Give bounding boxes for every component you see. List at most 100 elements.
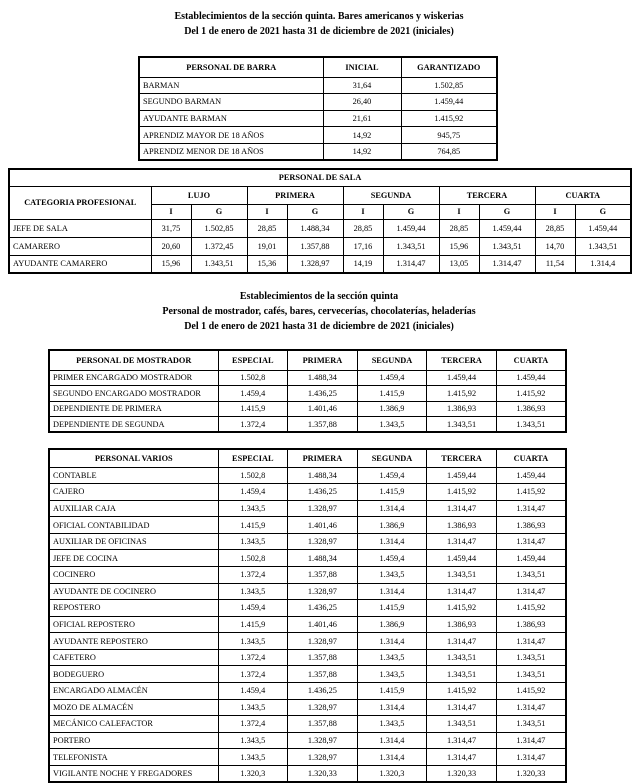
cell: 1.436,25 (287, 682, 358, 700)
cell: 1.320,33 (495, 764, 567, 783)
cell: 1.386,93 (495, 400, 567, 417)
row-label: BARMAN (138, 76, 324, 95)
cell: 1.436,25 (287, 599, 358, 617)
cell: 1.415,92 (400, 109, 498, 128)
cell: 1.459,44 (400, 93, 498, 111)
column-header-personal-varios: PERSONAL VARIOS (48, 448, 219, 468)
table-row: AUXILIAR CAJA 1.343,5 1.328,97 1.314,4 1.314… (48, 499, 567, 518)
subheader-g: G (286, 203, 344, 220)
cell: 1.314,4 (356, 582, 428, 601)
cell: 1.386,93 (426, 516, 497, 534)
row-label: JEFE DE COCINA (48, 549, 219, 567)
cell: 1.459,4 (217, 682, 289, 700)
row-label: CAMARERO (8, 236, 152, 256)
cell: 1.343,5 (356, 416, 428, 433)
cell: 1.488,34 (287, 549, 358, 567)
cell: 1.502,8 (217, 549, 289, 567)
table-header-row: PERSONAL DE MOSTRADOR ESPECIAL PRIMERA S… (48, 349, 567, 371)
cell: 1.314,4 (356, 748, 428, 766)
cell: 1.401,46 (287, 615, 358, 634)
table-row: CAMARERO 20,60 1.372,45 19,01 1.357,88 17,16 1… (8, 236, 632, 256)
cell: 1.357,88 (287, 416, 358, 433)
row-label: AUXILIAR DE OFICINAS (48, 532, 219, 551)
cell: 14,92 (322, 142, 402, 161)
cell: 1.314,47 (495, 731, 567, 750)
cell: 1.386,9 (356, 615, 428, 634)
subheader-g: G (478, 203, 536, 220)
cell: 1.343,51 (426, 565, 497, 584)
cell: 1.343,51 (495, 416, 567, 433)
row-label: AYUDANTE BARMAN (138, 109, 324, 128)
cell: 1.488,34 (287, 466, 358, 485)
column-header-personal-de-mostrador: PERSONAL DE MOSTRADOR (48, 349, 219, 371)
sala-table: PERSONAL DE SALA CATEGORIA PROFESIONAL L… (8, 168, 633, 274)
cell: 1.459,44 (574, 218, 632, 238)
mostrador-table: PERSONAL DE MOSTRADOR ESPECIAL PRIMERA S… (48, 349, 567, 433)
table-row: DEPENDIENTE DE SEGUNDA 1.372,4 1.357,88 1.3… (48, 416, 567, 433)
column-header-cuarta: CUARTA (495, 448, 567, 468)
table-row: AUXILIAR DE OFICINAS 1.343,5 1.328,97 1.314… (48, 532, 567, 551)
table-title-personal-de-sala: PERSONAL DE SALA (8, 168, 632, 187)
table-row: CONTABLE 1.502,8 1.488,34 1.459,4 1.459,44 1.… (48, 466, 567, 485)
column-header-tercera: TERCERA (426, 349, 497, 371)
table-row: COCINERO 1.372,4 1.357,88 1.343,5 1.343,51 1.… (48, 565, 567, 584)
subheader-i: I (438, 203, 480, 220)
cell: 1.343,5 (217, 532, 289, 551)
cell: 31,64 (322, 76, 402, 95)
subheader-g: G (574, 203, 632, 220)
row-label: PORTERO (48, 731, 219, 750)
cell: 28,85 (438, 218, 480, 238)
table-row: AYUDANTE CAMARERO 15,96 1.343,51 15,36 1.328… (8, 254, 632, 274)
cell: 1.436,25 (287, 385, 358, 402)
table-title-row: PERSONAL DE SALA (8, 168, 632, 187)
cell: 19,01 (246, 236, 288, 256)
section-title-2-line-3: Del 1 de enero de 2021 hasta 31 de dicie… (184, 321, 454, 332)
cell: 1.343,51 (426, 648, 497, 667)
group-header-primera: PRIMERA (246, 185, 344, 205)
cell: 15,96 (438, 236, 480, 256)
cell: 1.328,97 (287, 698, 358, 717)
cell: 1.436,25 (287, 483, 358, 501)
cell: 1.488,34 (286, 218, 344, 238)
cell: 1.459,44 (495, 369, 567, 386)
table-row: MECÁNICO CALEFACTOR 1.372,4 1.357,88 1.343,… (48, 715, 567, 733)
cell: 1.328,97 (287, 731, 358, 750)
cell: 1.343,51 (495, 648, 567, 667)
cell: 1.314,4 (356, 632, 428, 650)
row-label: OFICIAL CONTABILIDAD (48, 516, 219, 534)
cell: 1.314,47 (426, 532, 497, 551)
cell: 1.314,4 (574, 254, 632, 274)
column-header-inicial: INICIAL (322, 56, 402, 78)
cell: 1.372,4 (217, 715, 289, 733)
column-header-segunda: SEGUNDA (356, 448, 428, 468)
column-header-cuarta: CUARTA (495, 349, 567, 371)
section-title-2-line-1: Establecimientos de la sección quinta (239, 291, 399, 302)
cell: 1.459,4 (356, 549, 428, 567)
cell: 1.343,51 (574, 236, 632, 256)
table-row: AYUDANTE BARMAN 21,61 1.415,92 (138, 109, 498, 128)
section-title-1-line-1: Establecimientos de la sección quinta. B… (174, 11, 464, 22)
cell: 1.314,47 (495, 499, 567, 518)
cell: 1.459,4 (356, 466, 428, 485)
cell: 1.459,44 (495, 466, 567, 485)
cell: 1.314,47 (426, 698, 497, 717)
cell: 1.459,44 (426, 369, 497, 386)
cell: 1.415,9 (217, 400, 289, 417)
cell: 1.357,88 (287, 565, 358, 584)
cell: 1.343,5 (217, 748, 289, 766)
cell: 1.357,88 (287, 665, 358, 684)
cell: 28,85 (342, 218, 384, 238)
column-header-primera: PRIMERA (287, 448, 358, 468)
group-header-segunda: SEGUNDA (342, 185, 440, 205)
cell: 1.386,9 (356, 516, 428, 534)
cell: 1.314,47 (426, 499, 497, 518)
row-label: AYUDANTE DE COCINERO (48, 582, 219, 601)
table-row: DEPENDIENTE DE PRIMERA 1.415,9 1.401,46 1.3… (48, 400, 567, 417)
cell: 1.314,47 (495, 532, 567, 551)
cell: 1.386,9 (356, 400, 428, 417)
cell: 1.320,3 (356, 764, 428, 783)
cell: 28,85 (246, 218, 288, 238)
cell: 1.357,88 (286, 236, 344, 256)
row-label: AYUDANTE REPOSTERO (48, 632, 219, 650)
cell: 1.415,92 (426, 483, 497, 501)
